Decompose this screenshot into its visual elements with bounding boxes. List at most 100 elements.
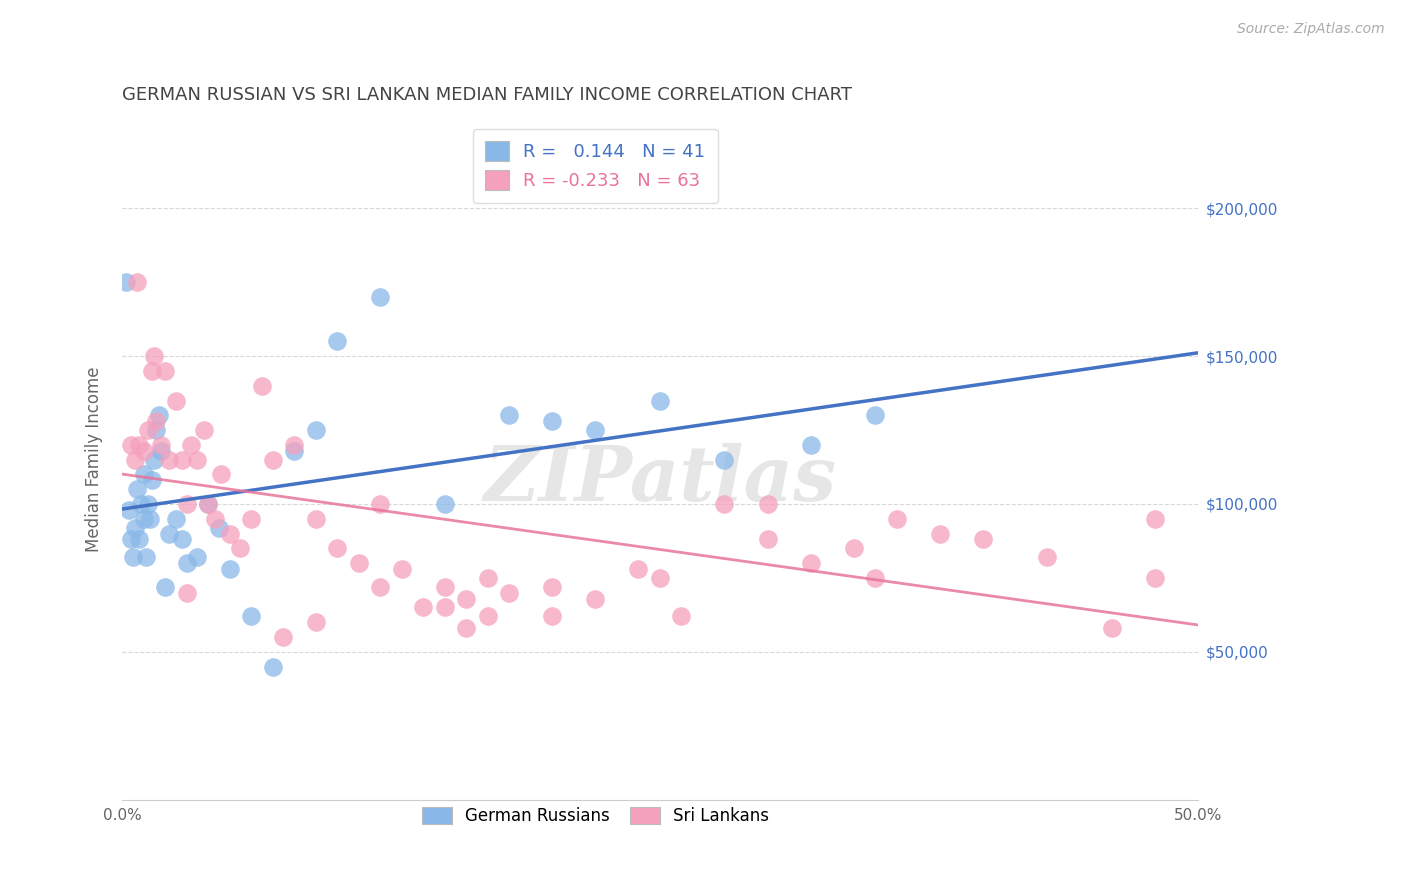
Point [132, 443, 155, 458]
Point [157, 526, 180, 541]
Point [972, 533, 994, 547]
Point [145, 423, 167, 437]
Point [1143, 512, 1166, 526]
Point [124, 521, 146, 535]
Y-axis label: Median Family Income: Median Family Income [86, 367, 103, 552]
Point [165, 393, 187, 408]
Point [180, 438, 202, 452]
Point [120, 533, 142, 547]
Point [197, 497, 219, 511]
Point [1036, 550, 1059, 565]
Point [627, 562, 650, 576]
Point [541, 609, 564, 624]
Point [842, 541, 865, 556]
Point [799, 438, 821, 452]
Point [128, 533, 150, 547]
Point [157, 452, 180, 467]
Point [186, 452, 208, 467]
Point [863, 409, 886, 423]
Point [209, 467, 232, 482]
Point [208, 521, 231, 535]
Point [1101, 621, 1123, 635]
Point [143, 349, 166, 363]
Point [305, 615, 328, 630]
Point [128, 438, 150, 452]
Point [477, 609, 499, 624]
Point [240, 609, 263, 624]
Text: GERMAN RUSSIAN VS SRI LANKAN MEDIAN FAMILY INCOME CORRELATION CHART: GERMAN RUSSIAN VS SRI LANKAN MEDIAN FAMI… [122, 87, 852, 104]
Point [136, 423, 159, 437]
Point [229, 541, 252, 556]
Point [132, 512, 155, 526]
Point [713, 452, 735, 467]
Point [756, 533, 779, 547]
Point [135, 550, 157, 565]
Point [121, 550, 143, 565]
Point [176, 497, 198, 511]
Point [433, 497, 456, 511]
Point [648, 571, 671, 585]
Point [120, 438, 142, 452]
Point [218, 526, 240, 541]
Point [153, 580, 176, 594]
Point [283, 438, 305, 452]
Point [115, 276, 138, 290]
Point [326, 541, 349, 556]
Point [148, 409, 170, 423]
Point [117, 503, 139, 517]
Point [412, 600, 434, 615]
Point [262, 659, 284, 673]
Point [498, 585, 520, 599]
Point [131, 497, 153, 511]
Point [176, 556, 198, 570]
Point [863, 571, 886, 585]
Point [368, 497, 391, 511]
Point [172, 452, 194, 467]
Point [477, 571, 499, 585]
Point [240, 512, 263, 526]
Point [262, 452, 284, 467]
Point [433, 580, 456, 594]
Point [305, 423, 328, 437]
Point [799, 556, 821, 570]
Point [391, 562, 413, 576]
Point [347, 556, 370, 570]
Point [193, 423, 215, 437]
Point [1143, 571, 1166, 585]
Point [124, 452, 146, 467]
Point [149, 438, 172, 452]
Point [648, 393, 671, 408]
Point [153, 364, 176, 378]
Point [141, 474, 163, 488]
Point [143, 452, 166, 467]
Point [756, 497, 779, 511]
Point [165, 512, 187, 526]
Point [498, 409, 520, 423]
Point [218, 562, 240, 576]
Point [139, 512, 162, 526]
Point [197, 497, 219, 511]
Point [305, 512, 328, 526]
Point [149, 443, 172, 458]
Point [172, 533, 194, 547]
Point [541, 414, 564, 428]
Point [583, 591, 606, 606]
Point [250, 378, 273, 392]
Point [273, 630, 295, 644]
Text: Source: ZipAtlas.com: Source: ZipAtlas.com [1237, 22, 1385, 37]
Point [456, 621, 478, 635]
Point [136, 497, 159, 511]
Point [204, 512, 226, 526]
Legend: German Russians, Sri Lankans: German Russians, Sri Lankans [415, 800, 776, 832]
Point [583, 423, 606, 437]
Point [368, 290, 391, 304]
Point [928, 526, 950, 541]
Point [283, 443, 305, 458]
Point [886, 512, 908, 526]
Point [186, 550, 208, 565]
Point [326, 334, 349, 349]
Point [127, 276, 149, 290]
Point [127, 482, 149, 496]
Point [132, 467, 155, 482]
Point [433, 600, 456, 615]
